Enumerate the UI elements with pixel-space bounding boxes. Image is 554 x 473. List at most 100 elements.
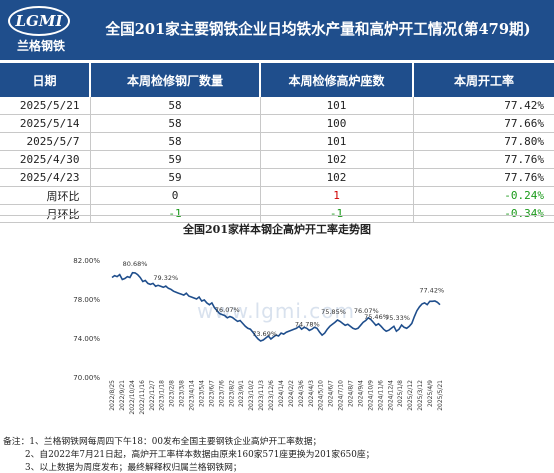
x-tick-label: 2023/9/1 xyxy=(238,380,245,407)
x-tick-label: 2023/4/14 xyxy=(189,380,196,411)
x-tick-label: 2023/11/3 xyxy=(258,380,265,411)
cell-rate: 77.80% xyxy=(413,132,554,151)
x-tick-label: 2025/5/21 xyxy=(437,380,444,411)
table-row: 2025/5/7 58 101 77.80% xyxy=(0,132,554,151)
y-tick-label: 70.00% xyxy=(73,374,100,382)
x-tick-label: 2024/8/7 xyxy=(348,380,355,407)
watermark-text: www.lgmi.com xyxy=(197,299,355,323)
note-line: 2、自2022年7月21日起，高炉开工率样本数据由原来160家571座更换为20… xyxy=(25,450,375,460)
cell-rate-change: -0.34% xyxy=(413,204,554,223)
utilization-table: 日期 本周检修钢厂数量 本周检修高炉座数 本周开工率 2025/5/21 58 10… xyxy=(0,63,554,223)
x-tick-label: 2022/10/24 xyxy=(129,380,136,415)
cell-date: 2025/5/7 xyxy=(0,132,91,151)
table-compare-row: 月环比 -1 -1 -0.34% xyxy=(0,204,554,223)
table-row: 2025/4/23 59 102 77.76% xyxy=(0,168,554,187)
x-tick-label: 2025/4/9 xyxy=(427,380,434,407)
table-row: 2025/4/30 59 102 77.76% xyxy=(0,150,554,169)
col-header-rate: 本周开工率 xyxy=(413,63,554,97)
cell-date: 2025/4/30 xyxy=(0,150,91,169)
x-tick-label: 2024/10/9 xyxy=(367,380,374,411)
x-tick-label: 2024/1/4 xyxy=(278,380,285,407)
x-tick-label: 2022/11/16 xyxy=(139,380,146,415)
data-label: 73.69% xyxy=(252,330,277,338)
data-label: 80.68% xyxy=(123,260,148,268)
data-label: 74.78% xyxy=(295,320,320,328)
x-tick-label: 2024/6/7 xyxy=(328,380,335,407)
cell-mills: 59 xyxy=(90,168,261,187)
cell-date: 2025/4/23 xyxy=(0,168,91,187)
logo-brand-text: LGMI xyxy=(15,12,63,30)
cell-furnaces: 100 xyxy=(260,114,414,133)
chart-title: 全国201家样本钢企高炉开工率走势图 xyxy=(183,223,371,236)
x-tick-label: 2025/1/8 xyxy=(397,380,404,407)
data-label: 76.07% xyxy=(215,306,240,314)
cell-furnaces: 101 xyxy=(260,132,414,151)
cell-rate: 77.76% xyxy=(413,150,554,169)
table-compare-row: 周环比 0 1 -0.24% xyxy=(0,186,554,205)
col-header-mills: 本周检修钢厂数量 xyxy=(90,63,261,97)
x-tick-label: 2023/10/2 xyxy=(248,380,255,411)
col-header-furnaces: 本周检修高炉座数 xyxy=(260,63,414,97)
cell-furnaces-change: 1 xyxy=(260,186,414,205)
x-tick-label: 2024/4/3 xyxy=(308,380,315,407)
x-tick-label: 2023/1/18 xyxy=(159,380,166,411)
note-line: 3、以上数据为周度发布；最终解释权归属兰格钢铁网； xyxy=(25,463,242,473)
cell-mills: 58 xyxy=(90,132,261,151)
data-label: 75.85% xyxy=(321,308,346,316)
cell-mills: 58 xyxy=(90,114,261,133)
data-label: 77.42% xyxy=(419,286,444,294)
x-tick-label: 2023/6/7 xyxy=(208,380,215,407)
x-tick-label: 2023/12/6 xyxy=(268,380,275,411)
col-header-date: 日期 xyxy=(0,63,91,97)
x-tick-label: 2024/12/4 xyxy=(387,380,394,411)
cell-mills-change: -1 xyxy=(90,204,261,223)
table-row: 2025/5/14 58 100 77.66% xyxy=(0,114,554,133)
header-bar: LGMI 兰格钢铁 全国201家主要钢铁企业日均铁水产量和高炉开工情况(第479… xyxy=(0,0,554,60)
logo-oval: LGMI xyxy=(8,6,70,36)
note-line: 备注：1、兰格钢铁网每周四下午18：00发布全国主要钢铁企业高炉开工率数据； xyxy=(3,437,322,447)
x-tick-label: 2025/2/12 xyxy=(407,380,414,411)
cell-furnaces: 102 xyxy=(260,150,414,169)
x-tick-label: 2023/8/2 xyxy=(228,380,235,407)
x-tick-label: 2024/11/6 xyxy=(377,380,384,411)
x-tick-label: 2023/5/4 xyxy=(198,380,205,407)
data-label: 79.32% xyxy=(153,274,178,282)
x-tick-label: 2022/9/21 xyxy=(119,380,126,411)
lgmi-logo: LGMI 兰格钢铁 xyxy=(8,6,72,53)
x-tick-label: 2025/3/12 xyxy=(417,380,424,411)
cell-rate: 77.42% xyxy=(413,97,554,115)
cell-compare-label: 月环比 xyxy=(0,204,91,223)
cell-mills-change: 0 xyxy=(90,186,261,205)
cell-rate: 77.76% xyxy=(413,168,554,187)
cell-mills: 58 xyxy=(90,97,261,115)
series-line xyxy=(111,271,441,342)
y-tick-label: 82.00% xyxy=(73,257,100,265)
cell-compare-label: 周环比 xyxy=(0,186,91,205)
data-label: 75.46% xyxy=(364,313,389,321)
y-tick-label: 74.00% xyxy=(73,335,100,343)
cell-furnaces: 101 xyxy=(260,97,414,115)
x-tick-label: 2023/7/6 xyxy=(218,380,225,407)
cell-rate: 77.66% xyxy=(413,114,554,133)
cell-furnaces-change: -1 xyxy=(260,204,414,223)
x-tick-label: 2023/3/8 xyxy=(179,380,186,407)
table-row: 2025/5/21 58 101 77.42% xyxy=(0,97,554,115)
cell-mills: 59 xyxy=(90,150,261,169)
cell-date: 2025/5/14 xyxy=(0,114,91,133)
x-tick-label: 2024/5/10 xyxy=(318,380,325,411)
table-header-row: 日期 本周检修钢厂数量 本周检修高炉座数 本周开工率 xyxy=(0,63,554,97)
x-tick-label: 2022/12/7 xyxy=(149,380,156,411)
chart-panel xyxy=(0,215,554,434)
cell-date: 2025/5/21 xyxy=(0,97,91,115)
notes-block: 备注：1、兰格钢铁网每周四下午18：00发布全国主要钢铁企业高炉开工率数据； 2… xyxy=(0,433,554,473)
logo-name-cn: 兰格钢铁 xyxy=(16,39,65,53)
x-tick-label: 2024/9/4 xyxy=(357,380,364,407)
x-tick-label: 2022/8/25 xyxy=(109,380,116,411)
data-label: 76.07% xyxy=(354,307,379,315)
x-tick-label: 2024/2/2 xyxy=(288,380,295,407)
cell-furnaces: 102 xyxy=(260,168,414,187)
x-tick-label: 2024/3/6 xyxy=(298,380,305,407)
y-tick-label: 78.00% xyxy=(73,296,100,304)
x-tick-label: 2024/7/10 xyxy=(338,380,345,411)
